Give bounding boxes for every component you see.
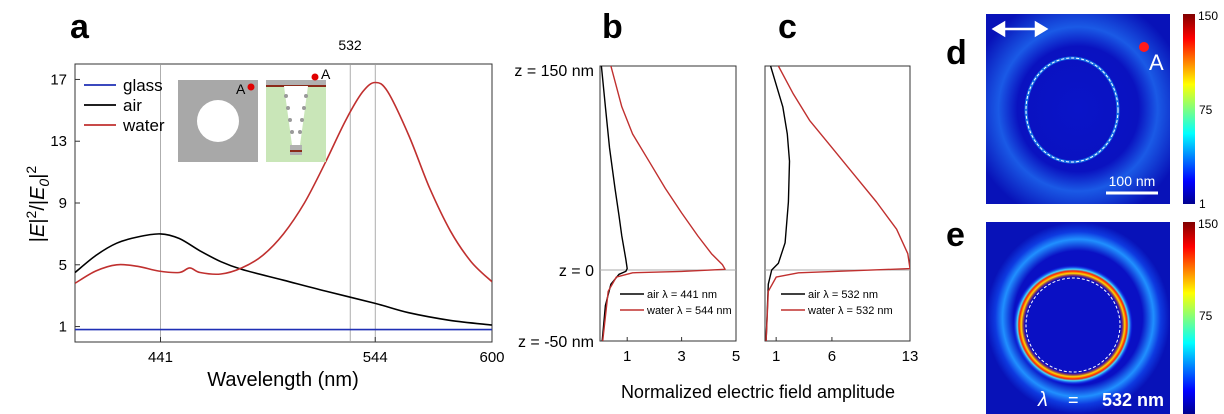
svg-text:|E|2/|E0|2: |E|2/|E0|2 (23, 166, 52, 243)
panel-b-xtick-label-5: 5 (732, 348, 740, 365)
panel-a-chart: 1 5 9 13 17 441 544 600 532 Wavelength (nm) |E|… (23, 37, 505, 391)
legend-label-air: air (123, 96, 142, 115)
panel-letter-e: e (946, 216, 965, 254)
panel-d-cbar-75: 75 (1199, 103, 1213, 117)
z-label-150: z = 150 nm (514, 63, 594, 80)
inset-point-a-dot-2 (312, 74, 319, 81)
panel-letter-b: b (602, 8, 623, 46)
panel-c-xtick-label-13: 13 (902, 348, 919, 365)
panel-b-legend: air λ = 441 nm water λ = 544 nm (620, 289, 732, 317)
xtick-label-544: 544 (363, 349, 388, 366)
z-label-0: z = 0 (559, 263, 594, 280)
inset-hole (197, 100, 239, 142)
z-label-minus-50: z = -50 nm (518, 334, 594, 351)
xtick-label-441: 441 (148, 349, 173, 366)
panel-e-ring (1013, 265, 1133, 385)
panel-letter-c: c (778, 8, 797, 46)
panel-b-legend-label-0: air λ = 441 nm (647, 289, 717, 301)
legend-label-water: water (122, 116, 165, 135)
panel-c-chart: 1 6 13 air λ = 532 nm water λ = 532 nm (765, 66, 918, 365)
inset-point-a-label-2: A (321, 66, 331, 82)
ytick-label-17: 17 (50, 71, 67, 88)
panel-d-point-a-dot (1139, 42, 1149, 52)
wavelength-equals: = (1068, 390, 1079, 410)
panel-e-cbar-75: 75 (1199, 309, 1213, 323)
panel-letter-a: a (70, 8, 90, 46)
panel-d-heatmap: A 100 nm 150 75 1 (986, 9, 1218, 211)
panel-d-colorbar (1183, 14, 1195, 204)
panel-c-xtick-label-6: 6 (828, 348, 836, 365)
panel-letter-d: d (946, 34, 967, 72)
panel-e-cbar-150: 150 (1198, 217, 1218, 231)
inset-schematic: A A (178, 66, 331, 162)
ytick-label-13: 13 (50, 133, 67, 150)
inset-point-a-dot (248, 84, 255, 91)
panel-b-chart: 1 3 5 z = 150 nm z = 0 z = -50 nm air λ = … (514, 63, 740, 365)
xtick-label-600: 600 (479, 349, 504, 366)
panel-b-xtick-label-3: 3 (677, 348, 685, 365)
panel-b-legend-label-1: water λ = 544 nm (646, 305, 732, 317)
ytick-label-1: 1 (59, 319, 67, 336)
panel-b-series-0 (601, 66, 627, 341)
legend-label-glass: glass (123, 76, 163, 95)
ytick-label-5: 5 (59, 257, 67, 274)
panel-c-series-0 (766, 66, 789, 341)
panel-c-legend: air λ = 532 nm water λ = 532 nm (781, 289, 893, 317)
vline-532-label: 532 (338, 37, 362, 53)
panel-b-xtick-label-1: 1 (623, 348, 631, 365)
scale-bar-label: 100 nm (1109, 173, 1156, 189)
panel-d-cbar-1: 1 (1199, 197, 1206, 211)
panel-a-ylabel: |E|2/|E0|2 (23, 166, 52, 243)
panel-d-point-a-label: A (1149, 50, 1164, 75)
wavelength-symbol: λ (1037, 389, 1048, 411)
panel-c-legend-label-0: air λ = 532 nm (808, 289, 878, 301)
wavelength-value: 532 nm (1102, 390, 1164, 410)
panel-d-cbar-150: 150 (1198, 9, 1218, 23)
shared-xlabel: Normalized electric field amplitude (621, 382, 895, 402)
panel-e-heatmap: λ = 532 nm 150 75 (986, 217, 1218, 414)
panel-a-xlabel: Wavelength (nm) (207, 369, 359, 391)
panel-e-colorbar (1183, 222, 1195, 414)
series-air-line (75, 234, 492, 325)
panel-c-xtick-label-1: 1 (772, 348, 780, 365)
panel-c-legend-label-1: water λ = 532 nm (807, 305, 893, 317)
inset-point-a-label-1: A (236, 81, 246, 97)
ytick-label-9: 9 (59, 195, 67, 212)
